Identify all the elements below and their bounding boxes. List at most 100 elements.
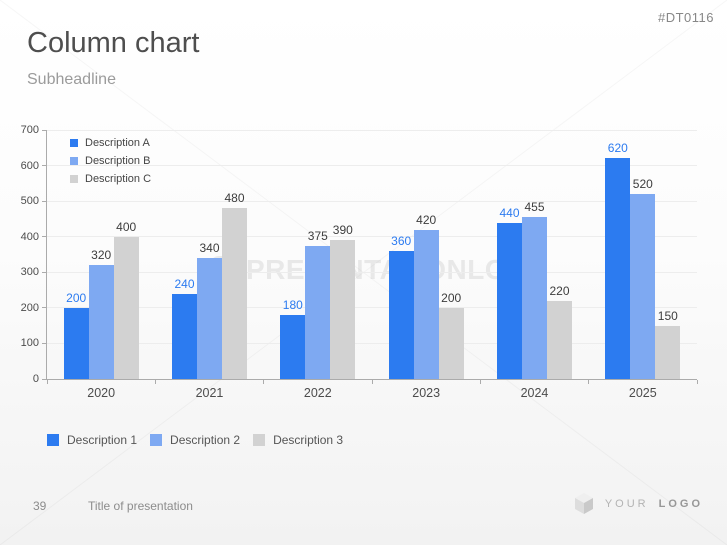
bar-description-a[interactable]: 360 (388, 234, 414, 379)
plot-legend-item[interactable]: Description A (70, 137, 151, 149)
bar-group: 180 375 390 (264, 130, 372, 379)
bar-description-b[interactable]: 520 (630, 177, 656, 379)
bar-description-b[interactable]: 340 (196, 241, 222, 379)
y-axis-label: 400 (20, 230, 39, 243)
legend-swatch-icon (253, 434, 266, 446)
bar-description-a[interactable]: 240 (171, 277, 197, 379)
y-axis-label: 100 (20, 337, 39, 350)
x-axis-tick (479, 380, 481, 384)
bar-description-b[interactable]: 375 (305, 229, 331, 379)
bar-value-label: 440 (499, 205, 520, 220)
x-axis-tick (46, 380, 48, 384)
bar-description-b[interactable]: 455 (521, 200, 547, 379)
x-axis-tick (371, 380, 373, 384)
page-subtitle: Subheadline (27, 71, 116, 88)
your-logo: YOUR LOGO (573, 492, 703, 515)
gridline (47, 342, 697, 344)
gridline (47, 129, 697, 131)
bottom-legend-label: Description 3 (273, 433, 344, 447)
bar-value-label: 340 (199, 241, 220, 256)
template-code: #DT0116 (657, 10, 714, 25)
bar-value-label: 390 (332, 223, 353, 238)
y-axis-label: 200 (20, 301, 39, 314)
bar-description-a[interactable]: 180 (280, 298, 306, 379)
x-axis-category-label: 2024 (520, 386, 549, 400)
x-axis-category-label: 2023 (412, 386, 441, 400)
bar-value-label: 400 (116, 219, 137, 234)
bar-group: 240 340 480 (155, 130, 263, 379)
bar-value-label: 455 (524, 200, 545, 215)
bar-group: 620 520 150 (589, 130, 697, 379)
y-axis-label: 0 (32, 373, 39, 385)
bar-description-a[interactable]: 440 (496, 206, 522, 379)
bar-description-a[interactable]: 200 (63, 291, 89, 379)
x-axis-tick (588, 380, 590, 384)
x-axis-category-label: 2021 (195, 386, 224, 400)
logo-text-your: YOUR (604, 497, 649, 510)
y-axis-label: 600 (20, 159, 39, 172)
logo-text-logo: LOGO (658, 497, 703, 510)
gridline (47, 165, 697, 167)
bottom-legend-item[interactable]: Description 3 (253, 433, 343, 447)
legend-swatch-icon (70, 157, 78, 165)
bar-value-label: 180 (282, 297, 303, 312)
bar-value-label: 200 (66, 290, 87, 305)
bar-group: 360 420 200 (372, 130, 480, 379)
gridline (47, 236, 697, 238)
bottom-legend-item[interactable]: Description 1 (47, 433, 137, 447)
y-axis-tick (42, 165, 46, 167)
footer-presentation-title: Title of presentation (88, 499, 193, 513)
gridline (47, 271, 697, 273)
bar-value-label: 480 (224, 191, 245, 206)
bottom-legend-label: Description 2 (170, 433, 241, 447)
legend-swatch-icon (47, 434, 59, 446)
y-axis-label: 300 (20, 266, 39, 279)
y-axis-tick (42, 342, 46, 344)
bar-value-label: 320 (91, 248, 112, 263)
bar-description-b[interactable]: 420 (413, 213, 439, 379)
column-chart-plot: 0 100 200 300 400 500 600 700 200 320 400 2020 240 34… (21, 124, 698, 400)
y-axis-tick (42, 307, 46, 309)
gridline (47, 307, 697, 309)
bottom-legend: Description 1 Description 2 Description 3 (47, 433, 343, 447)
bar-description-a[interactable]: 620 (605, 141, 631, 379)
x-axis-category-label: 2025 (628, 386, 657, 400)
legend-swatch-icon (70, 175, 78, 183)
y-axis-tick (42, 129, 46, 131)
plot-legend-item[interactable]: Description B (70, 155, 151, 167)
plot-legend-label: Description B (85, 155, 151, 167)
bar-description-c[interactable]: 400 (113, 220, 139, 379)
bar-description-b[interactable]: 320 (88, 248, 114, 379)
plot-legend-label: Description C (85, 173, 152, 185)
bar-value-label: 620 (607, 141, 628, 156)
bar-value-label: 420 (416, 212, 437, 227)
x-axis-tick (263, 380, 265, 384)
bottom-legend-item[interactable]: Description 2 (150, 433, 240, 447)
bar-group: 200 320 400 (47, 130, 155, 379)
y-axis-label: 700 (20, 124, 39, 136)
page-number: 39 (33, 499, 47, 513)
bar-value-label: 520 (632, 177, 653, 192)
bar-description-c[interactable]: 480 (221, 191, 247, 379)
bar-description-c[interactable]: 200 (438, 291, 464, 379)
y-axis-tick (42, 378, 46, 380)
bar-value-label: 200 (441, 290, 462, 305)
plot-legend: Description A Description B Description C (70, 137, 151, 185)
bar-value-label: 220 (549, 283, 570, 298)
bottom-legend-label: Description 1 (67, 433, 138, 447)
plot-legend-item[interactable]: Description C (70, 173, 151, 185)
page-title: Column chart (27, 27, 200, 59)
y-axis-tick (42, 271, 46, 273)
legend-swatch-icon (150, 434, 163, 446)
bar-value-label: 150 (657, 308, 678, 323)
bar-group: 440 455 220 (480, 130, 588, 379)
bar-description-c[interactable]: 390 (330, 223, 356, 379)
legend-swatch-icon (70, 139, 78, 147)
y-axis-tick (42, 200, 46, 202)
y-axis-tick (42, 236, 46, 238)
bar-description-c[interactable]: 150 (655, 309, 681, 379)
bar-description-c[interactable]: 220 (546, 284, 572, 379)
plot-legend-label: Description A (85, 137, 150, 149)
bar-value-label: 360 (391, 233, 412, 248)
